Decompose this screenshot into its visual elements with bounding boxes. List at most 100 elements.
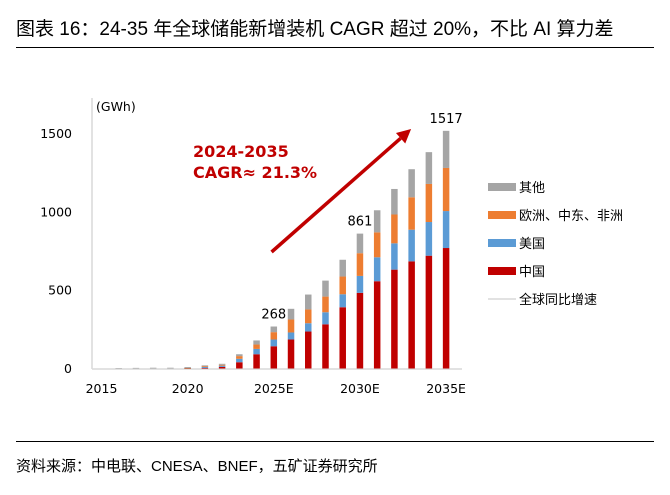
source-note: 资料来源：中电联、CNESA、BNEF，五矿证券研究所 xyxy=(16,458,378,475)
bar-segment xyxy=(442,130,450,168)
bar-stack xyxy=(115,368,122,369)
bar-segment xyxy=(218,364,226,366)
bar-segment xyxy=(115,368,122,369)
bar-segment xyxy=(218,366,226,369)
y-tick-label: 1500 xyxy=(40,126,72,141)
bar-segment xyxy=(442,167,450,212)
x-tick-label: 2035E xyxy=(426,381,466,396)
bar-segment xyxy=(391,188,398,215)
bar-segment xyxy=(425,152,433,184)
bar-stack xyxy=(391,188,398,369)
bar-stack xyxy=(201,365,209,369)
bar-stack xyxy=(322,280,329,369)
bar-segment xyxy=(442,248,450,369)
bar-segment xyxy=(149,367,157,369)
data-label: 268 xyxy=(261,308,286,323)
bar-stack xyxy=(270,326,278,369)
bar-stack xyxy=(305,294,312,369)
bar-segment xyxy=(201,368,209,369)
annotation-line-1: 2024-2035 xyxy=(193,142,289,161)
bar-stack xyxy=(253,340,260,369)
bars xyxy=(115,130,450,369)
bar-segment xyxy=(322,324,329,369)
legend-swatch xyxy=(488,211,516,219)
legend-swatch xyxy=(488,239,516,247)
bar-segment xyxy=(253,348,260,355)
bar-segment xyxy=(373,210,381,233)
bar-segment xyxy=(236,354,243,357)
bar-stack xyxy=(184,367,191,369)
bar-segment xyxy=(356,253,364,276)
bar-segment xyxy=(132,367,140,369)
bar-segment xyxy=(408,261,415,369)
bar-stack xyxy=(236,354,243,369)
bar-segment xyxy=(305,323,312,332)
x-tick-label: 2020 xyxy=(172,381,204,396)
bar-segment xyxy=(253,340,260,345)
bar-segment xyxy=(167,367,174,369)
y-tick-labels: 0 500 1000 1500 xyxy=(40,126,72,376)
growth-arrow-head xyxy=(395,129,412,144)
legend-item: 欧洲、中东、非洲 xyxy=(488,209,623,224)
legend-label: 中国 xyxy=(519,265,545,280)
bar-stack xyxy=(373,210,381,369)
bar-segment xyxy=(201,365,209,366)
axes xyxy=(91,98,462,370)
bar-stack xyxy=(132,367,140,369)
bar-segment xyxy=(218,365,226,367)
bar-segment xyxy=(391,214,398,244)
data-label: 861 xyxy=(348,215,373,230)
bar-segment xyxy=(373,257,381,282)
bar-segment xyxy=(408,229,415,262)
source-divider xyxy=(16,441,654,442)
bar-stack xyxy=(218,363,226,369)
bar-segment xyxy=(322,296,329,313)
legend-label: 其他 xyxy=(519,181,545,196)
bar-segment xyxy=(287,339,295,369)
bar-stack xyxy=(356,233,364,369)
x-tick-label: 2030E xyxy=(340,381,380,396)
bar-segment xyxy=(339,294,346,308)
x-tick-label: 2025E xyxy=(254,381,294,396)
bar-segment xyxy=(373,281,381,369)
stacked-bar-chart: (GWh) 0 500 1000 1500 2015 2020 2025E 2030E 203… xyxy=(40,98,623,396)
bar-segment xyxy=(287,332,295,340)
bar-stack xyxy=(408,169,415,369)
bar-segment xyxy=(408,169,415,198)
bar-segment xyxy=(356,292,364,369)
annotation-line-2: CAGR≈ 21.3% xyxy=(193,163,317,182)
bar-segment xyxy=(236,362,243,369)
legend-label: 欧洲、中东、非洲 xyxy=(519,209,623,224)
y-tick-label: 1000 xyxy=(40,204,72,219)
bar-segment xyxy=(408,197,415,230)
bar-segment xyxy=(201,366,209,369)
bar-segment xyxy=(356,275,364,293)
bar-segment xyxy=(270,326,278,333)
bar-segment xyxy=(391,243,398,270)
bar-segment xyxy=(425,222,433,256)
bar-segment xyxy=(339,307,346,369)
bar-segment xyxy=(305,309,312,324)
y-tick-label: 500 xyxy=(48,283,72,298)
bar-stack xyxy=(167,367,174,369)
bar-stack xyxy=(287,308,295,369)
bar-segment xyxy=(201,365,209,367)
bar-segment xyxy=(425,183,433,223)
bar-segment xyxy=(425,255,433,369)
data-label: 1517 xyxy=(430,112,463,127)
legend-item: 其他 xyxy=(488,181,545,196)
bar-stack xyxy=(339,259,346,369)
bar-segment xyxy=(253,354,260,369)
growth-arrow-shaft xyxy=(270,136,402,254)
bar-stack xyxy=(149,367,157,369)
bar-segment xyxy=(270,339,278,347)
bar-segment xyxy=(442,211,450,249)
bar-segment xyxy=(218,363,226,365)
bar-segment xyxy=(270,332,278,340)
bar-segment xyxy=(339,276,346,295)
bar-segment xyxy=(287,308,295,320)
bar-segment xyxy=(236,356,243,359)
bar-stack xyxy=(425,152,433,369)
bar-segment xyxy=(322,312,329,325)
